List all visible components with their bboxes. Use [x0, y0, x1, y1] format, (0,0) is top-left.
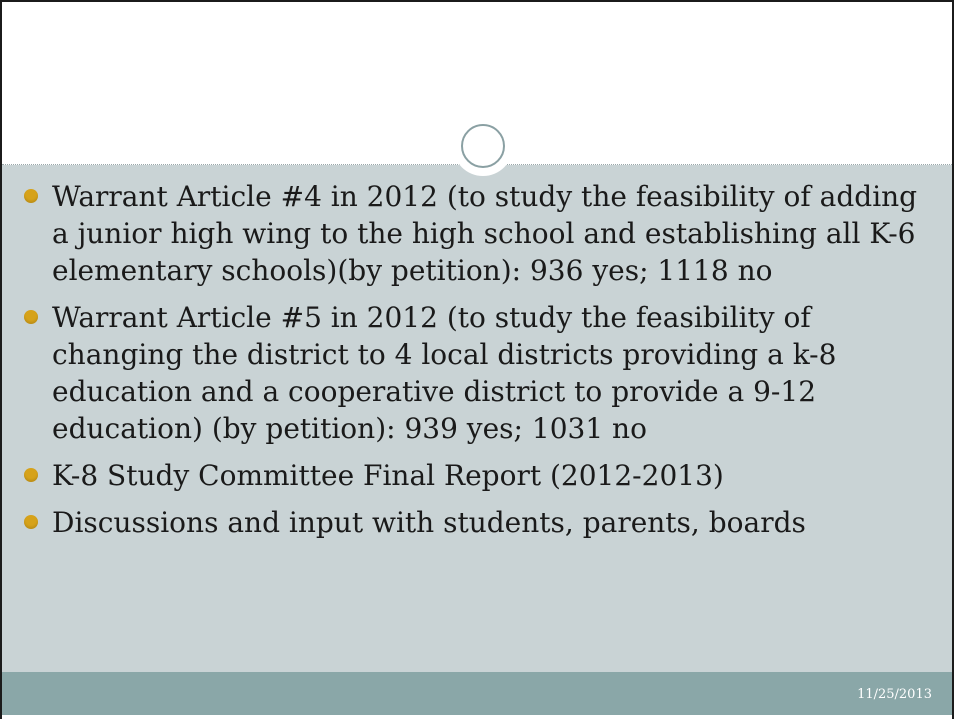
- bullet-item: Warrant Article #4 in 2012 (to study the…: [22, 178, 932, 289]
- bullet-dot-icon: [24, 468, 38, 482]
- frame-left-border: [0, 0, 2, 719]
- frame-top-border: [0, 0, 954, 2]
- bullet-text: Warrant Article #5 in 2012 (to study the…: [52, 301, 837, 445]
- bullet-text: K-8 Study Committee Final Report (2012-2…: [52, 459, 724, 492]
- bullet-item: Warrant Article #5 in 2012 (to study the…: [22, 299, 932, 447]
- frame-right-border: [952, 0, 954, 719]
- bullet-text: Warrant Article #4 in 2012 (to study the…: [52, 180, 918, 287]
- bullet-item: K-8 Study Committee Final Report (2012-2…: [22, 457, 932, 494]
- bullet-dot-icon: [24, 515, 38, 529]
- slide-ornament-ring-icon: [461, 124, 505, 168]
- footer-bar: 11/25/2013: [2, 672, 952, 715]
- bullet-dot-icon: [24, 189, 38, 203]
- bullet-text: Discussions and input with students, par…: [52, 506, 806, 539]
- bullet-dot-icon: [24, 310, 38, 324]
- bullet-list: Warrant Article #4 in 2012 (to study the…: [22, 178, 932, 551]
- footer-date: 11/25/2013: [857, 687, 932, 702]
- content-area: [2, 165, 952, 672]
- bullet-item: Discussions and input with students, par…: [22, 504, 932, 541]
